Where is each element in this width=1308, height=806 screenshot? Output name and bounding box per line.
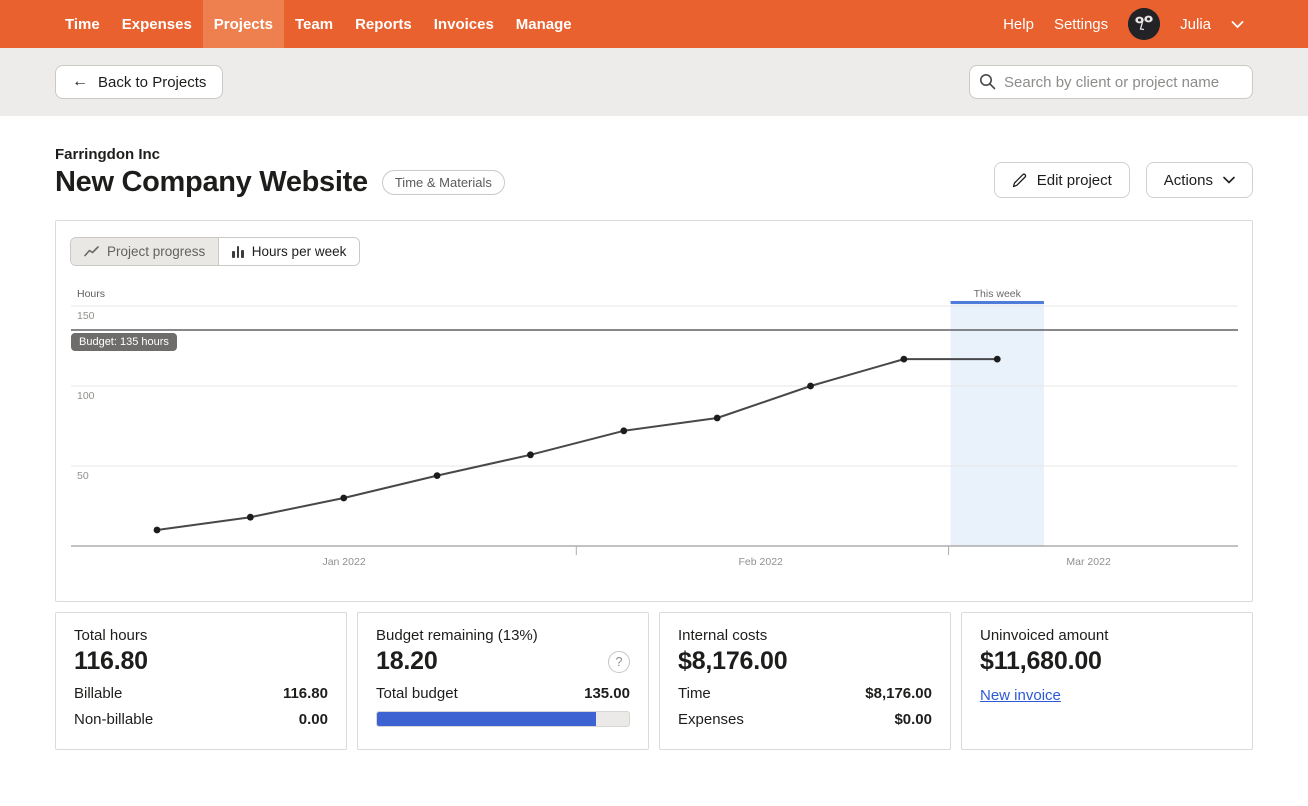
budget-remaining-value: 18.20 [376,647,438,675]
total-budget-label: Total budget [376,685,458,702]
nav-item-time[interactable]: Time [65,15,100,33]
non-billable-row: Non-billable 0.00 [74,711,328,728]
x-axis-month-label: Mar 2022 [1066,556,1111,568]
internal-costs-value: $8,176.00 [678,647,788,675]
y-axis-label: Hours [77,288,106,300]
chart-canvas [71,301,1238,555]
help-link[interactable]: Help [1003,15,1034,33]
total-budget-row: Total budget 135.00 [376,685,630,702]
non-billable-label: Non-billable [74,711,154,728]
tab-project-progress-label: Project progress [107,244,206,259]
time-cost-label: Time [678,685,711,702]
actions-label: Actions [1163,171,1213,189]
project-heading: Farringdon Inc New Company Website Time … [55,146,505,199]
nav-item-invoices[interactable]: Invoices [433,15,494,33]
x-axis-month-label: Feb 2022 [738,556,783,568]
header-actions: Edit project Actions [993,162,1253,198]
y-tick-label: 50 [77,470,89,482]
billable-row: Billable 116.80 [74,685,328,702]
client-name: Farringdon Inc [55,146,160,163]
main-nav: Time Expenses Projects Team Reports Invo… [54,0,583,48]
budget-progress-fill [377,712,597,726]
edit-project-label: Edit project [1036,171,1112,189]
y-tick-label: 150 [77,310,95,322]
chevron-down-icon[interactable] [1231,20,1244,29]
time-cost-value: $8,176.00 [865,685,932,702]
tab-hours-per-week[interactable]: Hours per week [218,238,360,265]
top-nav: Time Expenses Projects Team Reports Invo… [0,0,1308,48]
toolbar: ← Back to Projects [0,48,1308,116]
chevron-down-icon [1223,176,1235,184]
back-button-label: Back to Projects [98,73,207,91]
search-input[interactable] [969,65,1253,99]
budget-badge: Budget: 135 hours [71,333,177,351]
chart-view-toggle: Project progress Hours per week [70,237,361,266]
total-hours-value: 116.80 [74,647,148,675]
internal-costs-card: Internal costs $8,176.00 Time $8,176.00 … [659,612,951,750]
tab-hours-per-week-label: Hours per week [251,244,347,259]
user-name[interactable]: Julia [1180,15,1211,33]
page-title: New Company Website [55,166,368,198]
back-to-projects-button[interactable]: ← Back to Projects [55,65,224,99]
nav-item-team[interactable]: Team [295,15,334,33]
actions-button[interactable]: Actions [1145,162,1253,198]
total-budget-value: 135.00 [584,685,630,702]
uninvoiced-card: Uninvoiced amount $11,680.00 New invoice [961,612,1253,750]
project-progress-chart: Hours Budget: 135 hours This week 150 100… [71,288,1238,580]
expenses-cost-value: $0.00 [894,711,932,728]
budget-remaining-title: Budget remaining (13%) [376,627,538,644]
x-axis-month-label: Jan 2022 [322,556,366,568]
total-hours-title: Total hours [74,627,148,644]
project-type-badge: Time & Materials [381,170,505,195]
uninvoiced-title: Uninvoiced amount [980,627,1109,644]
nav-item-manage[interactable]: Manage [515,15,572,33]
y-tick-label: 100 [77,390,95,402]
new-invoice-link[interactable]: New invoice [980,687,1061,704]
search-icon [980,74,996,90]
non-billable-value: 0.00 [298,711,328,728]
total-hours-card: Total hours 116.80 Billable 116.80 Non-b… [55,612,347,750]
nav-item-projects[interactable]: Projects [202,0,284,48]
back-arrow-icon: ← [72,73,88,90]
time-cost-row: Time $8,176.00 [678,685,932,702]
user-avatar[interactable] [1128,8,1161,40]
page-header: Farringdon Inc New Company Website Time … [55,146,1253,199]
avatar-face-icon [1128,8,1161,40]
budget-remaining-card: Budget remaining (13%) 18.20 ? Total bud… [357,612,649,750]
bar-chart-icon [232,245,244,258]
this-week-label: This week [973,288,1021,300]
expenses-cost-label: Expenses [678,711,744,728]
project-chart-panel: Project progress Hours per week Hours Bu… [55,220,1253,602]
settings-link[interactable]: Settings [1053,15,1109,33]
pencil-icon [1012,173,1026,187]
uninvoiced-value: $11,680.00 [980,647,1102,675]
search-box [969,65,1253,99]
help-icon[interactable]: ? [608,650,630,673]
edit-project-button[interactable]: Edit project [993,162,1130,198]
nav-right: Help Settings Julia [1003,0,1244,48]
billable-label: Billable [74,685,123,702]
expenses-cost-row: Expenses $0.00 [678,711,932,728]
tab-project-progress[interactable]: Project progress [71,238,219,265]
nav-item-expenses[interactable]: Expenses [121,15,192,33]
summary-cards: Total hours 116.80 Billable 116.80 Non-b… [55,612,1253,750]
budget-progress-bar [376,711,630,727]
billable-value: 116.80 [282,685,328,702]
line-chart-icon [84,246,99,257]
nav-item-reports[interactable]: Reports [355,15,412,33]
internal-costs-title: Internal costs [678,627,768,644]
